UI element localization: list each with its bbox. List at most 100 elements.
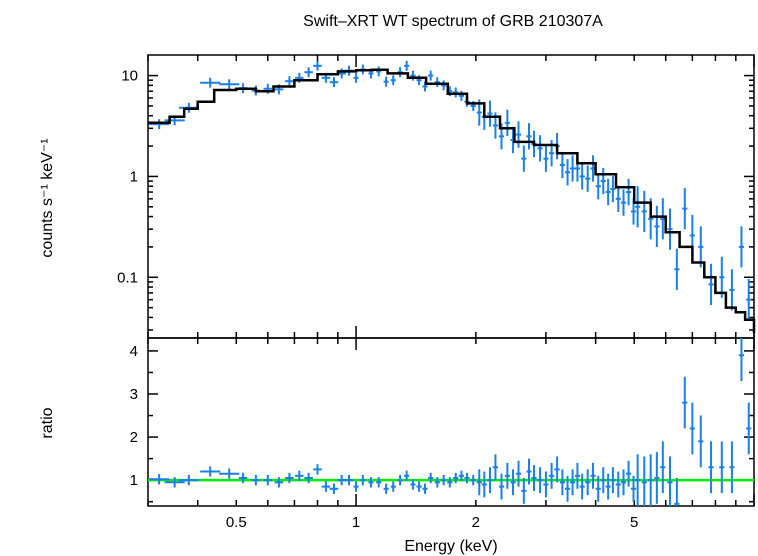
ratio-data-point — [453, 472, 459, 484]
ratio-data-point — [504, 462, 510, 489]
ratio-data-point — [590, 462, 596, 489]
spectrum-data-point — [285, 76, 294, 87]
ratio-data-point — [344, 474, 354, 486]
spectrum-data-point — [579, 163, 585, 190]
ratio-data-point — [682, 376, 688, 429]
spectrum-data-point — [738, 226, 745, 268]
ratio-data-point — [219, 468, 240, 479]
ratio-data-point — [404, 470, 410, 482]
ratio-data-point — [428, 472, 434, 484]
ratio-data-points — [149, 338, 752, 506]
spectrum-data-point — [626, 178, 632, 206]
ratio-data-point — [481, 471, 487, 498]
ratio-data-point — [376, 477, 382, 488]
spectrum-panel: 0.1 1 10 — [117, 54, 756, 339]
spectrum-data-point — [376, 66, 382, 77]
spectrum-data-point — [441, 80, 447, 91]
spectrum-data-point — [595, 173, 601, 200]
ratio-data-point — [353, 481, 359, 492]
ratio-data-point — [164, 477, 185, 488]
spectrum-data-point — [620, 189, 627, 216]
y-tick-label: 2 — [130, 429, 138, 446]
ratio-data-point — [600, 467, 606, 494]
spectrum-data-point — [674, 248, 680, 290]
ratio-data-point — [729, 441, 735, 494]
spectrum-y-axis-label: counts s⁻¹ keV⁻¹ — [39, 138, 56, 257]
ratio-data-point — [674, 478, 680, 506]
ratio-y-ticks: 1 2 3 4 — [130, 343, 754, 503]
ratio-data-point — [178, 474, 199, 486]
ratio-data-point — [492, 454, 499, 481]
ratio-data-point — [531, 465, 537, 491]
spectrum-data-point — [434, 77, 440, 88]
spectrum-data-point — [667, 208, 673, 250]
x-tick-label: 5 — [630, 514, 638, 531]
ratio-data-point — [422, 483, 428, 494]
ratio-data-point — [615, 471, 621, 498]
spectrum-data-point — [383, 76, 389, 87]
chart-title: Swift–XRT WT spectrum of GRB 210307A — [303, 13, 603, 30]
spectrum-data-point — [682, 187, 688, 230]
ratio-data-point — [274, 477, 284, 488]
ratio-data-point — [543, 471, 549, 498]
ratio-data-point — [441, 474, 447, 486]
ratio-data-point — [708, 441, 714, 494]
spectrum-data-point — [569, 155, 576, 182]
spectrum-data-point — [390, 75, 396, 86]
x-tick-label: 0.5 — [226, 514, 247, 531]
spectrum-data-point — [635, 186, 641, 228]
spectrum-data-point — [504, 109, 510, 136]
ratio-data-point — [689, 402, 695, 455]
ratio-data-point — [585, 469, 591, 496]
ratio-data-point — [559, 469, 565, 496]
ratio-data-point — [304, 472, 313, 484]
ratio-data-point — [295, 470, 304, 482]
ratio-data-point — [434, 477, 440, 488]
ratio-data-point — [537, 467, 543, 494]
spectrum-data-point — [585, 165, 591, 192]
ratio-data-point — [698, 415, 704, 468]
spectrum-y-ticks: 0.1 1 10 — [117, 68, 754, 331]
y-tick-label: 10 — [121, 68, 138, 85]
ratio-data-point — [746, 402, 752, 455]
ratio-data-point — [383, 483, 389, 494]
ratio-data-point — [238, 472, 248, 484]
ratio-data-point — [368, 477, 374, 488]
spectrum-data-point — [353, 72, 359, 83]
x-axis-label: Energy (keV) — [404, 538, 497, 555]
ratio-data-point — [564, 475, 571, 502]
spectrum-data-point — [654, 205, 660, 247]
ratio-data-point — [526, 458, 532, 485]
spectrum-data-point — [453, 87, 459, 98]
ratio-data-point — [447, 477, 453, 488]
spectrum-data-point — [304, 67, 313, 78]
spectrum-data-point — [410, 70, 416, 81]
ratio-data-point — [464, 472, 470, 484]
ratio-y-axis-label: ratio — [39, 407, 56, 438]
y-tick-label: 1 — [130, 472, 138, 489]
ratio-data-point — [719, 441, 725, 494]
spectrum-data-point — [564, 159, 571, 186]
spectrum-data-point — [515, 121, 522, 148]
spectrum-data-point — [219, 79, 240, 90]
ratio-data-point — [515, 460, 522, 487]
ratio-panel: 1 2 3 4 0.5 1 2 5 — [130, 55, 755, 531]
spectrum-data-points — [149, 60, 752, 321]
ratio-data-point — [738, 338, 745, 382]
spectrum-data-point — [313, 60, 322, 71]
ratio-data-point — [410, 479, 416, 490]
spectrum-data-point — [615, 185, 621, 212]
spectrum-data-point — [428, 70, 434, 81]
x-tick-label: 2 — [472, 514, 480, 531]
ratio-data-point — [554, 456, 560, 483]
ratio-data-point — [397, 474, 403, 486]
spectrum-data-point — [610, 175, 616, 203]
spectrum-data-point — [200, 77, 221, 88]
ratio-data-point — [641, 456, 647, 506]
ratio-data-point — [620, 469, 627, 496]
spectrum-data-point — [458, 90, 465, 101]
spectrum-data-point — [600, 167, 606, 195]
ratio-data-point — [390, 481, 396, 492]
y-tick-label: 0.1 — [117, 269, 138, 286]
